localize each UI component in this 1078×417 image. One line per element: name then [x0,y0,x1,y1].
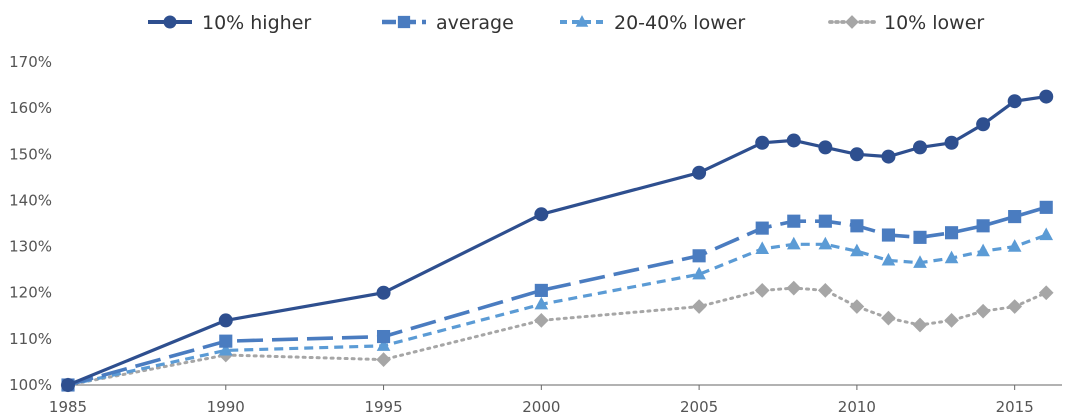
data-point [533,313,549,328]
data-point [850,219,864,233]
y-tick-label: 120% [9,284,52,302]
legend-item: 20-40% lower [560,12,745,34]
data-point [61,378,75,392]
y-tick-label: 140% [9,191,52,209]
data-point [376,285,391,300]
x-tick-label: 1995 [364,398,402,416]
data-point [881,228,896,242]
data-point [1039,227,1054,241]
data-point [755,241,770,254]
data-point [913,255,927,268]
data-point [376,352,391,367]
data-point [786,280,802,296]
y-axis-ticks: 100% 110% 120% 130% 140% 150% 160% 170% [9,53,52,394]
data-point [976,117,991,132]
data-point [849,299,865,314]
legend-marker [397,15,411,29]
data-point [818,140,833,155]
series-layer [60,89,1054,393]
x-tick-label: 1990 [207,398,245,416]
data-point [376,329,391,344]
data-point [1007,94,1022,109]
x-tick-label: 1985 [49,398,87,416]
data-point [1039,89,1054,104]
legend-item: average [382,12,514,34]
data-point [534,296,549,310]
data-point [787,214,801,228]
data-point [534,283,548,297]
y-tick-label: 160% [9,99,52,117]
y-tick-label: 110% [9,330,52,348]
series-line [67,95,1047,387]
series-line [67,233,1047,387]
data-point [754,283,770,298]
data-point [534,207,549,222]
legend: 10% higher average 20-40% lower 10% lower [148,12,984,34]
series-10-lower [60,280,1054,393]
series-average [61,200,1053,392]
series-line [66,286,1048,387]
data-point [1007,299,1023,314]
data-point [1039,200,1053,214]
legend-marker [845,15,859,29]
data-point [944,226,959,240]
data-point [1038,285,1054,301]
data-point [850,243,864,257]
data-point [944,135,959,150]
x-axis-ticks: 1985 1990 1995 2000 2005 2010 2015 [49,385,1034,416]
data-point [376,338,391,351]
data-point [1007,239,1022,252]
series-10-higher [61,89,1054,392]
legend-label: 10% higher [202,12,311,34]
data-point [912,317,928,333]
data-point [755,135,770,150]
data-point [818,214,832,228]
x-tick-label: 2015 [996,398,1034,416]
data-point [913,230,927,244]
legend-label: average [436,12,514,34]
data-point [755,221,769,235]
data-point [881,149,896,164]
y-tick-label: 100% [9,376,52,394]
data-point [692,165,707,180]
data-point [691,299,707,314]
data-point [975,303,991,319]
data-point [786,133,801,148]
legend-marker [163,15,177,29]
legend-label: 20-40% lower [614,12,745,34]
data-point [219,334,233,348]
data-point [944,313,959,328]
y-tick-label: 170% [9,53,52,71]
data-point [881,252,896,266]
y-tick-label: 150% [9,145,52,163]
y-tick-label: 130% [9,238,52,256]
series-20-40-lower [61,227,1054,391]
data-point [218,313,233,328]
data-point [818,236,833,250]
data-point [1008,210,1022,224]
data-point [692,249,706,263]
x-tick-label: 2000 [522,398,560,416]
data-point [218,342,233,356]
data-point [976,219,990,233]
data-point [849,147,864,162]
data-point [692,266,706,280]
x-tick-label: 2010 [838,398,876,416]
x-tick-label: 2005 [680,398,718,416]
data-point [786,236,801,250]
legend-label: 10% lower [884,12,984,34]
data-point [944,250,959,264]
legend-item: 10% lower [828,12,984,34]
data-point [913,140,927,155]
data-point [976,243,990,257]
legend-marker [575,15,589,27]
data-point [881,310,896,326]
legend-item: 10% higher [148,12,311,34]
data-point [817,283,833,298]
